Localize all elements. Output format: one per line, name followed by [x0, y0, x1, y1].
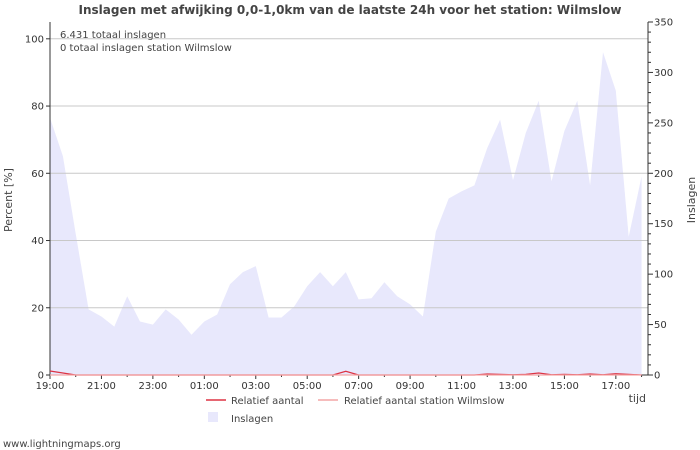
y-left-tick-label: 0: [38, 371, 44, 382]
x-tick-label: 01:00: [190, 381, 219, 392]
footer-credit: www.lightningmaps.org: [3, 439, 121, 450]
info-line-total: 6.431 totaal inslagen: [60, 30, 166, 41]
y-left-tick-label: 80: [31, 102, 44, 113]
y-right-tick-label: 200: [654, 169, 673, 180]
x-tick-label: 11:00: [447, 381, 476, 392]
y-left-tick-label: 100: [25, 34, 44, 45]
x-tick-label: 19:00: [36, 381, 65, 392]
x-tick-label: 09:00: [396, 381, 425, 392]
y-axis-left-label: Percent [%]: [2, 168, 15, 232]
x-tick-label: 23:00: [138, 381, 167, 392]
x-tick-label: 17:00: [601, 381, 630, 392]
x-tick-label: 05:00: [293, 381, 322, 392]
y-right-tick-label: 150: [654, 219, 673, 230]
y-left-tick-label: 20: [31, 303, 44, 314]
y-axis-right-label: Inslagen: [685, 177, 698, 223]
series-area-inslagen: [50, 52, 642, 376]
x-axis-label: tijd: [629, 392, 646, 405]
x-tick-label: 13:00: [499, 381, 528, 392]
y-right-tick-label: 0: [654, 371, 660, 382]
legend: Relatief aantal Relatief aantal station …: [206, 396, 505, 425]
legend-swatch-inslagen: [208, 412, 218, 422]
legend-label-station: Relatief aantal station Wilmslow: [344, 396, 505, 407]
legend-label-inslagen: Inslagen: [231, 414, 273, 425]
legend-label-relatief: Relatief aantal: [231, 396, 304, 407]
plot-area: 0 20 40 60 80 100 0 50 100 150 200 250 300 350 19:00 21…: [25, 18, 673, 393]
x-tick-label: 03:00: [241, 381, 270, 392]
y-right-tick-label: 100: [654, 270, 673, 281]
x-tick-label: 15:00: [550, 381, 579, 392]
x-tick-label: 21:00: [87, 381, 116, 392]
info-line-station: 0 totaal inslagen station Wilmslow: [60, 43, 232, 54]
chart-title: Inslagen met afwijking 0,0-1,0km van de …: [79, 3, 622, 17]
y-right-tick-label: 50: [654, 320, 667, 331]
x-tick-label: 07:00: [344, 381, 373, 392]
y-right-tick-label: 300: [654, 68, 673, 79]
y-left-tick-label: 40: [31, 236, 44, 247]
y-right-tick-label: 350: [654, 18, 673, 29]
y-left-tick-label: 60: [31, 169, 44, 180]
y-right-tick-label: 250: [654, 118, 673, 129]
